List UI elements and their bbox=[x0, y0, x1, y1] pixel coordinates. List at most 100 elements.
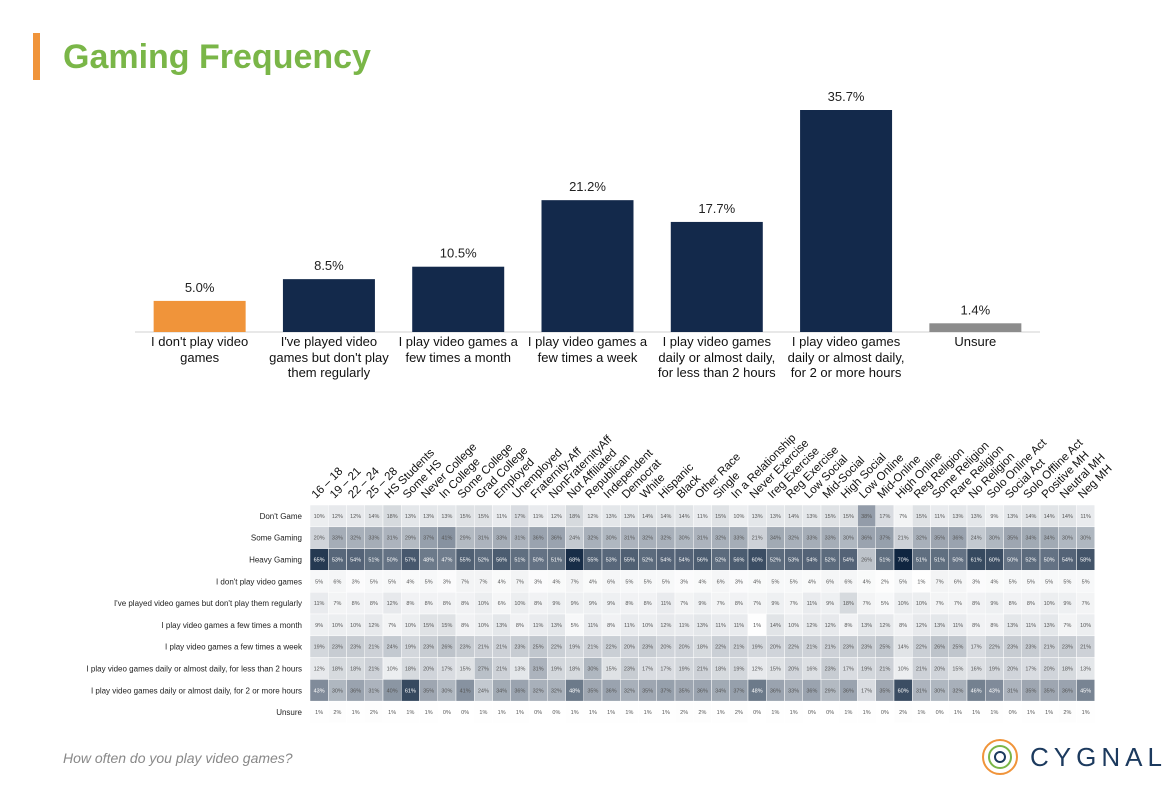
cell-label: 6% bbox=[333, 579, 341, 585]
cell-label: 34% bbox=[770, 536, 781, 542]
cell-label: 11% bbox=[314, 601, 325, 607]
cell-label: 15% bbox=[843, 514, 854, 520]
cell-label: 31% bbox=[387, 536, 398, 542]
cell-label: 52% bbox=[642, 558, 653, 564]
cell-label: 17% bbox=[879, 514, 890, 520]
cell-label: 31% bbox=[916, 688, 927, 694]
cell-label: 9% bbox=[589, 601, 597, 607]
cell-label: 1% bbox=[717, 710, 725, 716]
cell-label: 2% bbox=[680, 710, 688, 716]
cell-label: 7% bbox=[516, 579, 524, 585]
bar bbox=[153, 300, 246, 332]
value-label: 21.2% bbox=[569, 179, 606, 194]
cell-label: 18% bbox=[405, 667, 416, 673]
cell-label: 11% bbox=[533, 514, 544, 520]
cell-label: 17% bbox=[642, 667, 653, 673]
cell-label: 56% bbox=[697, 558, 708, 564]
cell-label: 8% bbox=[644, 601, 652, 607]
cell-label: 25% bbox=[533, 645, 544, 651]
cell-label: 32% bbox=[624, 688, 635, 694]
cell-label: 12% bbox=[368, 623, 379, 629]
cell-label: 10% bbox=[642, 623, 653, 629]
cell-label: 30% bbox=[441, 688, 452, 694]
cell-label: 20% bbox=[1044, 667, 1055, 673]
cell-label: 11% bbox=[1026, 623, 1037, 629]
cell-label: 26% bbox=[441, 645, 452, 651]
cell-label: 1% bbox=[771, 710, 779, 716]
cell-label: 51% bbox=[916, 558, 927, 564]
cell-label: 1% bbox=[753, 623, 761, 629]
cell-label: 7% bbox=[863, 601, 871, 607]
cell-label: 30% bbox=[1080, 536, 1091, 542]
cell-label: 25% bbox=[879, 645, 890, 651]
cell-label: 15% bbox=[460, 514, 471, 520]
cell-label: 8% bbox=[516, 623, 524, 629]
value-label: 8.5% bbox=[314, 258, 344, 273]
chart-title: Gaming Frequency bbox=[63, 38, 371, 76]
cell-label: 65% bbox=[314, 558, 325, 564]
cell-label: 21% bbox=[368, 667, 379, 673]
cell-label: 23% bbox=[843, 645, 854, 651]
cell-label: 9% bbox=[826, 601, 834, 607]
cell-label: 0% bbox=[534, 710, 542, 716]
cell-label: 4% bbox=[589, 579, 597, 585]
cell-label: 40% bbox=[387, 688, 398, 694]
cell-label: 11% bbox=[934, 514, 945, 520]
cell-label: 35% bbox=[1025, 688, 1036, 694]
cell-label: 7% bbox=[1063, 623, 1071, 629]
cell-label: 15% bbox=[770, 667, 781, 673]
cell-label: 31% bbox=[697, 536, 708, 542]
cell-label: 20% bbox=[1007, 667, 1018, 673]
cell-label: 70% bbox=[898, 558, 909, 564]
cell-label: 13% bbox=[752, 514, 763, 520]
cell-label: 14% bbox=[898, 645, 909, 651]
cell-label: 19% bbox=[405, 645, 416, 651]
cell-label: 23% bbox=[332, 645, 343, 651]
cell-label: 50% bbox=[1007, 558, 1018, 564]
cell-label: 19% bbox=[551, 667, 562, 673]
cell-label: 13% bbox=[514, 667, 525, 673]
cell-label: 56% bbox=[733, 558, 744, 564]
cell-label: 11% bbox=[588, 623, 599, 629]
cell-label: 32% bbox=[660, 536, 671, 542]
cell-label: 37% bbox=[879, 536, 890, 542]
cell-label: 0% bbox=[826, 710, 834, 716]
cell-label: 7% bbox=[753, 601, 761, 607]
cell-label: 3% bbox=[352, 579, 360, 585]
cell-label: 4% bbox=[990, 579, 998, 585]
cell-label: 1% bbox=[917, 579, 925, 585]
cell-label: 30% bbox=[1062, 536, 1073, 542]
cell-label: 35% bbox=[423, 688, 434, 694]
cell-label: 15% bbox=[715, 514, 726, 520]
cell-label: 21% bbox=[1080, 645, 1091, 651]
cell-label: 21% bbox=[496, 645, 507, 651]
cell-label: 2% bbox=[698, 710, 706, 716]
brand: CYGNAL bbox=[1030, 742, 1167, 772]
cell-label: 10% bbox=[387, 667, 398, 673]
cell-label: 54% bbox=[806, 558, 817, 564]
cell-label: 9% bbox=[990, 514, 998, 520]
cell-label: 48% bbox=[423, 558, 434, 564]
cell-label: 53% bbox=[332, 558, 343, 564]
cell-label: 41% bbox=[441, 536, 452, 542]
cell-label: 30% bbox=[989, 536, 1000, 542]
cell-label: 5% bbox=[881, 601, 889, 607]
cell-label: 33% bbox=[368, 536, 379, 542]
cell-label: 1% bbox=[352, 710, 360, 716]
cell-label: 8% bbox=[899, 623, 907, 629]
cell-label: 51% bbox=[934, 558, 945, 564]
cell-label: 31% bbox=[514, 536, 525, 542]
cell-label: 13% bbox=[441, 514, 452, 520]
cell-label: 20% bbox=[788, 667, 799, 673]
cell-label: 21% bbox=[825, 645, 836, 651]
cell-label: 35% bbox=[642, 688, 653, 694]
cell-label: 11% bbox=[1080, 514, 1091, 520]
cell-label: 12% bbox=[806, 623, 817, 629]
cell-label: 10% bbox=[350, 623, 361, 629]
cell-label: 1% bbox=[1045, 710, 1053, 716]
x-tick-label: I don't play video games bbox=[151, 334, 249, 365]
cell-label: 5% bbox=[571, 623, 579, 629]
cell-label: 23% bbox=[624, 667, 635, 673]
row-label: Heavy Gaming bbox=[249, 556, 302, 565]
